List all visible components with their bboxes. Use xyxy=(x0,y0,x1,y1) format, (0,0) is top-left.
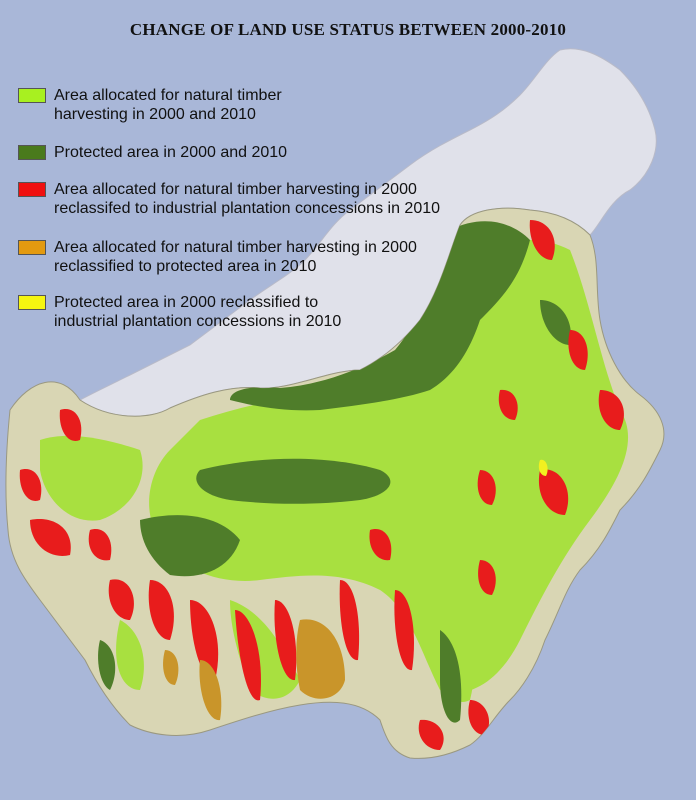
plantation-areas xyxy=(19,220,624,750)
legend-label-line2: reclassified to protected area in 2010 xyxy=(54,258,317,275)
legend-label-line1: Area allocated for natural timber harves… xyxy=(54,239,417,256)
legend-label-to-plantation: Protected area in 2000 reclassified to i… xyxy=(54,293,341,331)
map-title: CHANGE OF LAND USE STATUS BETWEEN 2000-2… xyxy=(129,20,567,39)
legend-label-line2: industrial plantation concessions in 201… xyxy=(54,313,342,330)
timber-areas xyxy=(40,240,629,702)
protected-areas xyxy=(98,221,571,723)
legend-label-to-protected: Area allocated for natural timber harves… xyxy=(54,238,417,276)
legend-swatch-to-plantation xyxy=(18,295,46,310)
legend-label-line1: Protected area in 2000 reclassified to xyxy=(54,294,319,311)
legend-label-line1: Area allocated for natural timber harves… xyxy=(54,181,417,198)
legend-label-line1: Protected area in 2000 and 2010 xyxy=(54,144,288,161)
legend-swatch-plantation xyxy=(18,182,46,197)
legend-swatch-protected xyxy=(18,145,46,160)
legend-swatch-to-protected xyxy=(18,240,46,255)
legend-swatch-timber xyxy=(18,88,46,103)
legend-label-line2: reclassifed to industrial plantation con… xyxy=(54,200,441,217)
legend-label-timber: Area allocated for natural timber harves… xyxy=(54,86,282,124)
legend-label-plantation: Area allocated for natural timber harves… xyxy=(54,180,440,218)
legend-label-line1: Area allocated for natural timber xyxy=(54,87,282,104)
legend-label-line2: harvesting in 2000 and 2010 xyxy=(54,106,256,123)
to-protected-areas xyxy=(163,619,345,721)
to-plantation-areas xyxy=(538,459,548,476)
legend-label-protected: Protected area in 2000 and 2010 xyxy=(54,143,287,162)
